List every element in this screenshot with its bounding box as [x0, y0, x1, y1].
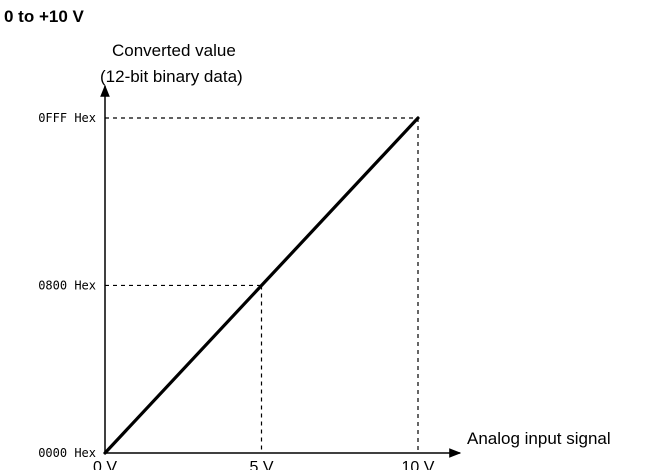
series-line-0 — [103, 116, 420, 455]
y-axis-label-line2: (12-bit binary data) — [100, 67, 243, 86]
x-tick-label-1: 5 V — [249, 459, 273, 470]
y-axis-label-line1: Converted value — [112, 41, 236, 60]
x-axis-label: Analog input signal — [467, 429, 611, 448]
y-tick-label-2: 0FFF Hex — [38, 111, 96, 125]
x-tick-label-2: 10 V — [402, 459, 435, 470]
y-tick-label-1: 0800 Hex — [38, 278, 96, 292]
chart-title: 0 to +10 V — [4, 7, 85, 26]
reference-lines-group — [105, 117, 419, 453]
x-tick-label-0: 0 V — [93, 459, 117, 470]
series-group — [103, 116, 420, 455]
y-tick-label-0: 0000 Hex — [38, 446, 96, 460]
